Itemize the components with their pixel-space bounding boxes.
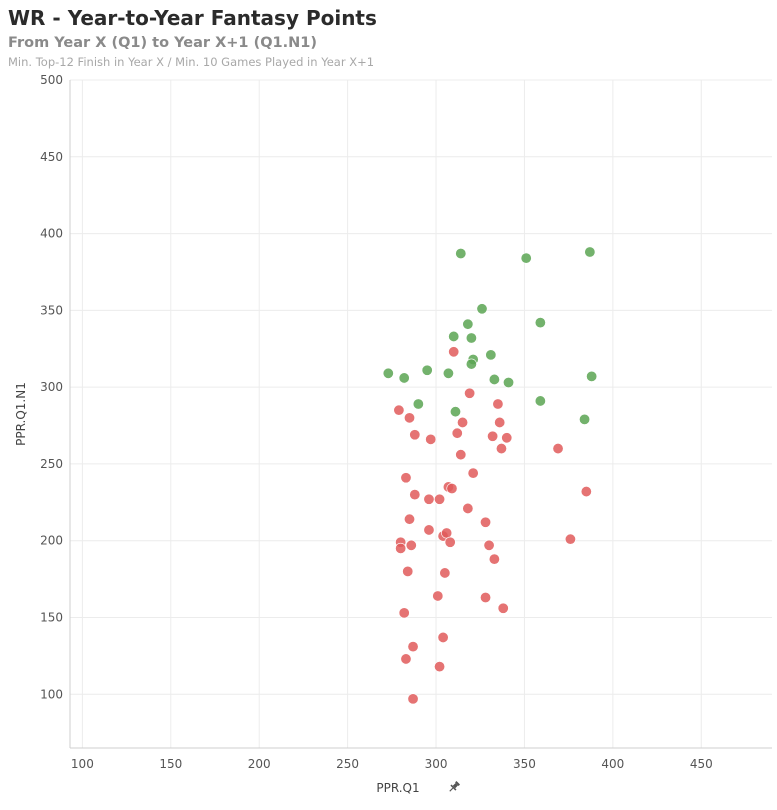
x-tick-label: 250 <box>336 757 359 771</box>
scatter-point <box>457 416 469 428</box>
scatter-point <box>534 317 546 329</box>
scatter-point <box>402 565 414 577</box>
scatter-point <box>407 641 419 653</box>
scatter-point <box>446 482 458 494</box>
scatter-point <box>501 432 513 444</box>
scatter-point <box>462 318 474 330</box>
scatter-point <box>404 412 416 424</box>
scatter-point <box>407 693 419 705</box>
scatter-point <box>393 404 405 416</box>
scatter-point <box>586 370 598 382</box>
y-tick-label: 150 <box>40 610 63 624</box>
y-tick-label: 500 <box>40 73 63 87</box>
y-tick-label: 450 <box>40 150 63 164</box>
scatter-point <box>448 330 460 342</box>
y-axis-title: PPR.Q1.N1 <box>14 382 28 446</box>
scatter-point <box>564 533 576 545</box>
scatter-point <box>494 416 506 428</box>
scatter-point <box>412 398 424 410</box>
scatter-point <box>520 252 532 264</box>
scatter-point <box>409 489 421 501</box>
x-tick-label: 400 <box>601 757 624 771</box>
y-tick-label: 100 <box>40 687 63 701</box>
scatter-point <box>579 413 591 425</box>
scatter-point <box>425 433 437 445</box>
scatter-point <box>449 406 461 418</box>
scatter-point <box>465 332 477 344</box>
y-tick-label: 300 <box>40 380 63 394</box>
scatter-point <box>398 607 410 619</box>
chart-title: WR - Year-to-Year Fantasy Points <box>8 6 377 30</box>
scatter-point <box>483 539 495 551</box>
x-tick-label: 150 <box>159 757 182 771</box>
scatter-point <box>434 661 446 673</box>
scatter-point <box>462 502 474 514</box>
scatter-point <box>552 443 564 455</box>
x-tick-label: 350 <box>513 757 536 771</box>
scatter-point <box>488 553 500 565</box>
y-tick-label: 200 <box>40 534 63 548</box>
scatter-point <box>448 346 460 358</box>
scatter-point <box>480 516 492 528</box>
scatter-point <box>405 539 417 551</box>
scatter-point <box>476 303 488 315</box>
scatter-point <box>487 430 499 442</box>
scatter-point <box>423 524 435 536</box>
chart-note: Min. Top-12 Finish in Year X / Min. 10 G… <box>8 55 375 69</box>
scatter-point <box>423 493 435 505</box>
scatter-point <box>434 493 446 505</box>
scatter-point <box>432 590 444 602</box>
scatter-point <box>400 653 412 665</box>
chart-subtitle: From Year X (Q1) to Year X+1 (Q1.N1) <box>8 35 317 51</box>
y-tick-label: 250 <box>40 457 63 471</box>
scatter-point <box>439 567 451 579</box>
scatter-point <box>464 387 476 399</box>
scatter-point <box>398 372 410 384</box>
scatter-point <box>409 429 421 441</box>
scatter-point <box>442 367 454 379</box>
x-axis-title: PPR.Q1 <box>376 781 419 795</box>
scatter-point <box>437 631 449 643</box>
scatter-point <box>584 246 596 258</box>
scatter-point <box>495 443 507 455</box>
scatter-point <box>465 358 477 370</box>
scatter-point <box>534 395 546 407</box>
x-tick-label: 200 <box>248 757 271 771</box>
scatter-point <box>404 513 416 525</box>
scatter-point <box>382 367 394 379</box>
scatter-point <box>395 542 407 554</box>
scatter-point <box>455 449 467 461</box>
x-tick-label: 300 <box>425 757 448 771</box>
scatter-point <box>503 377 515 389</box>
scatter-point <box>455 248 467 260</box>
scatter-point <box>492 398 504 410</box>
scatter-point <box>451 427 463 439</box>
x-tick-label: 450 <box>690 757 713 771</box>
scatter-point <box>485 349 497 361</box>
scatter-point <box>488 373 500 385</box>
x-tick-label: 100 <box>71 757 94 771</box>
scatter-point <box>580 486 592 498</box>
scatter-point <box>400 472 412 484</box>
scatter-point <box>441 527 453 539</box>
scatter-point <box>480 592 492 604</box>
scatter-point <box>421 364 433 376</box>
scatter-point <box>467 467 479 479</box>
y-tick-label: 350 <box>40 303 63 317</box>
scatter-point <box>497 602 509 614</box>
pin-icon[interactable] <box>447 780 461 794</box>
y-tick-label: 400 <box>40 227 63 241</box>
scatter-point <box>444 536 456 548</box>
